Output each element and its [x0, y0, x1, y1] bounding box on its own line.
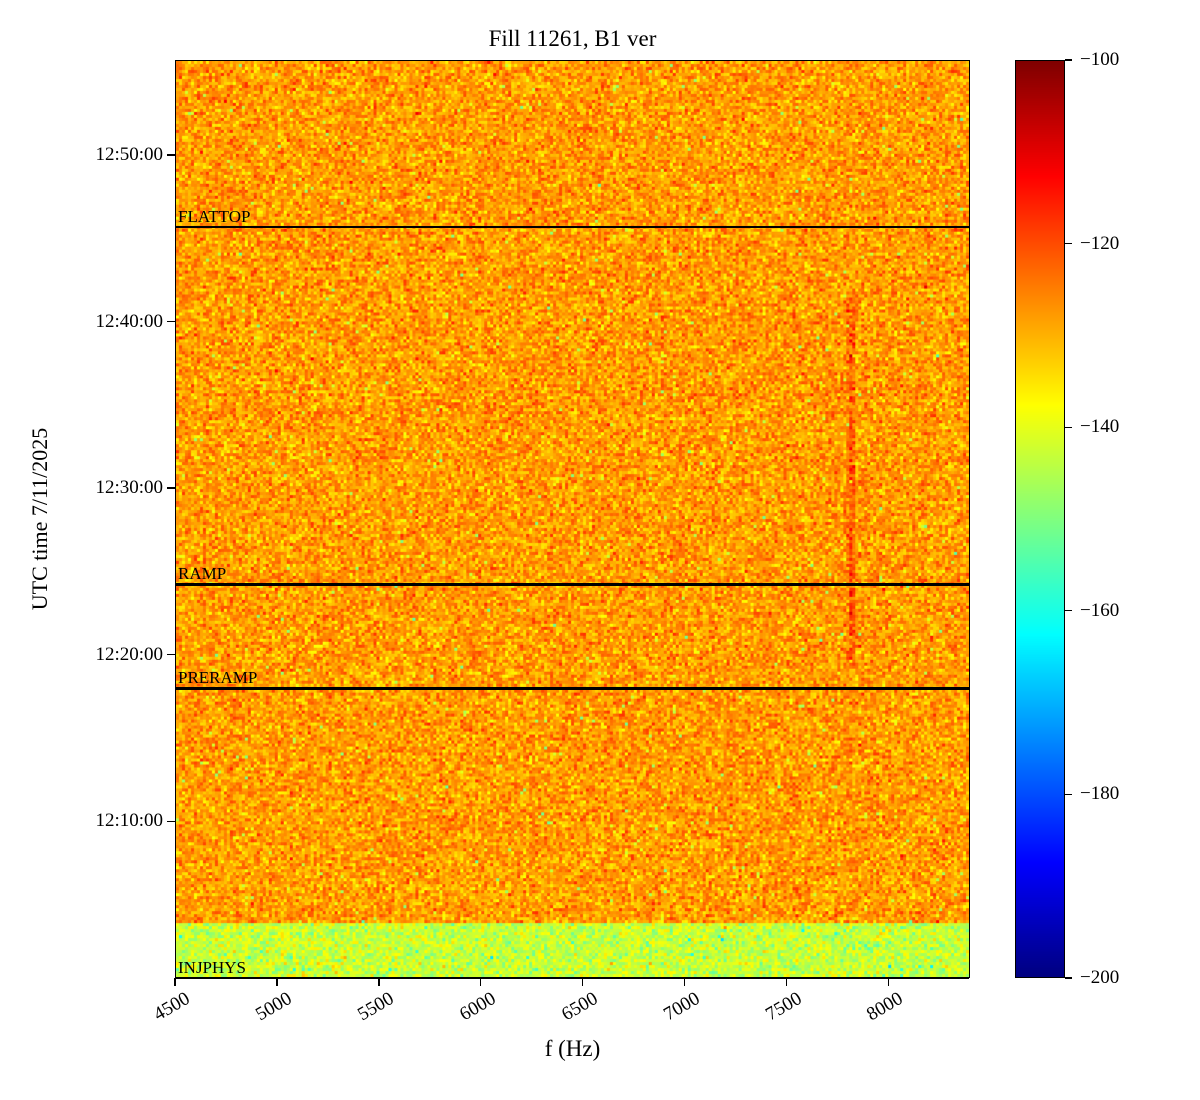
x-tick-mark	[683, 978, 686, 986]
x-tick-label-7500: 7500	[761, 988, 806, 1026]
x-tick-label-7000: 7000	[659, 988, 704, 1026]
x-tick-mark	[480, 978, 482, 986]
x-tick-label-8000: 8000	[863, 988, 907, 1026]
plot-area: FLATTOP RAMP PRERAMP INJPHYS	[175, 60, 970, 979]
x-tick-label-6500: 6500	[557, 988, 602, 1026]
beam-mode-line-ramp	[176, 583, 969, 586]
y-tick-label-125000: 12:50:00	[95, 143, 163, 165]
colorbar-tick-mark	[1065, 793, 1072, 796]
colorbar-tick-label-140: −140	[1080, 416, 1120, 438]
beam-mode-label-flattop: FLATTOP	[178, 206, 251, 226]
colorbar-tick-mark	[1065, 426, 1072, 428]
beam-mode-label-injphys: INJPHYS	[178, 957, 247, 977]
colorbar-tick-mark	[1065, 242, 1072, 245]
beam-mode-label-ramp: RAMP	[178, 564, 227, 584]
colorbar-gradient-canvas	[1016, 61, 1064, 977]
colorbar-tick-mark	[1065, 977, 1072, 979]
x-axis-label: f (Hz)	[544, 1036, 601, 1061]
colorbar	[1015, 60, 1065, 978]
y-tick-label-124000: 12:40:00	[95, 310, 163, 332]
x-tick-label-5500: 5500	[353, 988, 398, 1026]
colorbar-tick-mark	[1065, 59, 1072, 61]
beam-mode-line-injphys	[176, 976, 969, 979]
x-tick-label-5000: 5000	[252, 988, 296, 1026]
y-tick-mark	[167, 154, 175, 156]
colorbar-tick-label-180: −180	[1080, 783, 1120, 805]
y-tick-label-121000: 12:10:00	[95, 810, 163, 832]
spectrogram-heatmap-canvas	[176, 61, 969, 977]
x-tick-mark	[785, 978, 788, 986]
x-tick-mark	[378, 978, 380, 986]
beam-mode-label-preramp: PRERAMP	[178, 668, 258, 688]
colorbar-tick-label-100: −100	[1080, 49, 1120, 70]
y-tick-mark	[167, 320, 175, 323]
colorbar-tick-label-120: −120	[1080, 232, 1120, 254]
y-tick-mark	[167, 820, 175, 823]
beam-mode-line-flattop	[176, 225, 969, 229]
y-tick-label-123000: 12:30:00	[95, 477, 163, 499]
x-tick-mark	[887, 978, 890, 986]
beam-mode-line-preramp	[176, 687, 969, 690]
colorbar-tick-label-200: −200	[1080, 967, 1120, 988]
y-tick-mark	[167, 654, 175, 656]
colorbar-tick-label-160: −160	[1080, 599, 1120, 621]
y-tick-mark	[167, 487, 175, 489]
colorbar-tick-mark	[1065, 610, 1072, 612]
y-tick-label-122000: 12:20:00	[95, 643, 163, 665]
x-tick-mark	[581, 978, 584, 986]
x-tick-mark	[276, 978, 278, 986]
y-axis-label: UTC time 7/11/2025	[27, 427, 52, 611]
x-tick-mark	[174, 978, 176, 986]
x-tick-label-4500: 4500	[150, 988, 194, 1026]
x-tick-label-6000: 6000	[455, 988, 500, 1026]
chart-title: Fill 11261, B1 ver	[488, 26, 657, 51]
